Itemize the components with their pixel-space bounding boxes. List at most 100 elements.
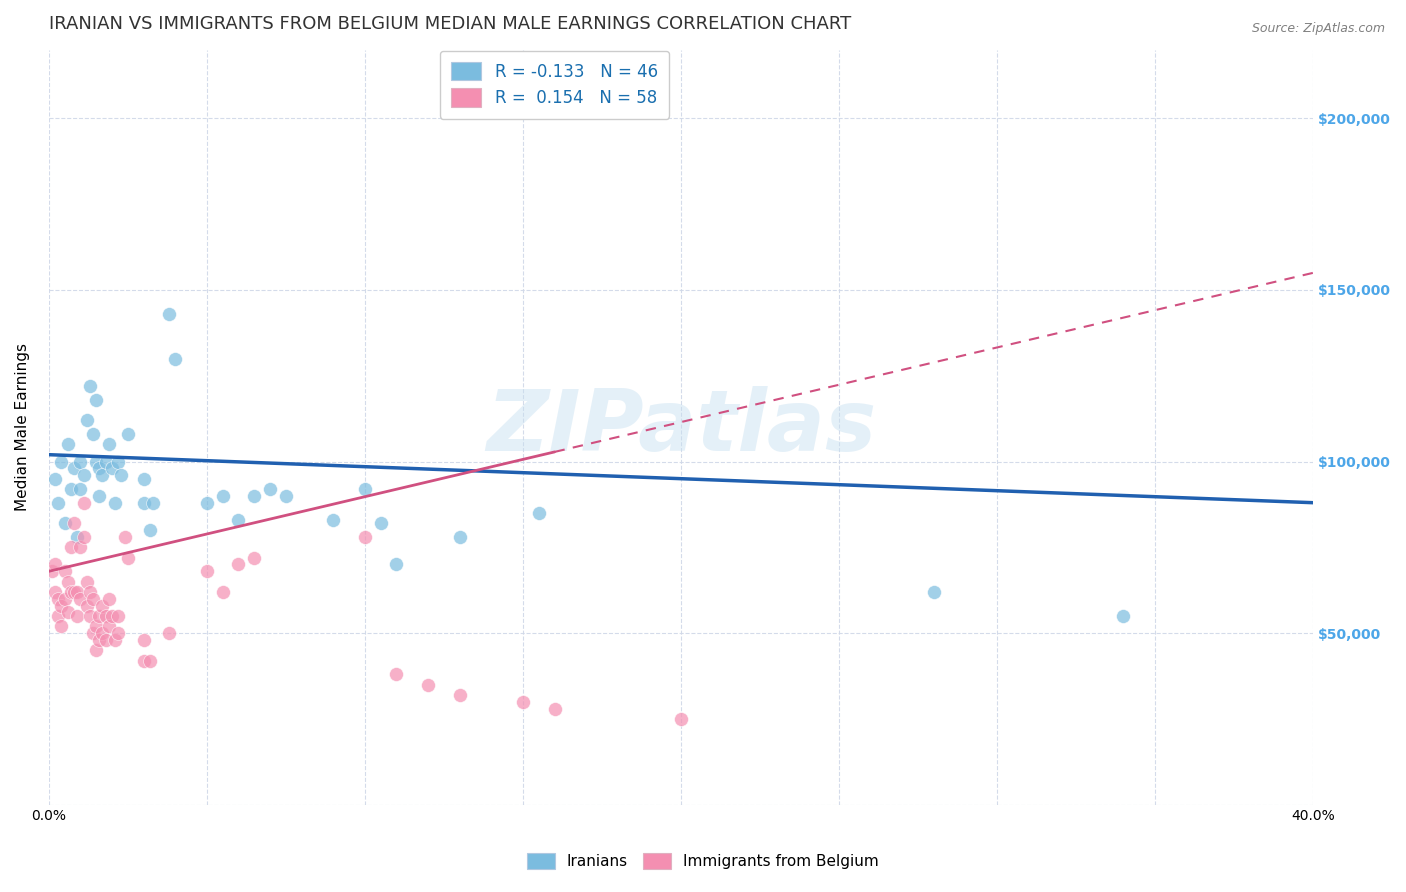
Point xyxy=(46,591,69,606)
Point xyxy=(1112,608,1135,623)
Point xyxy=(89,632,111,647)
Point xyxy=(66,530,89,544)
Point xyxy=(76,599,98,613)
Point xyxy=(53,564,76,578)
Point xyxy=(63,585,86,599)
Point xyxy=(142,496,165,510)
Point xyxy=(322,513,344,527)
Point xyxy=(82,591,104,606)
Point xyxy=(59,541,82,555)
Point xyxy=(51,619,73,633)
Point xyxy=(132,472,155,486)
Point xyxy=(63,516,86,531)
Point xyxy=(243,550,266,565)
Point xyxy=(53,591,76,606)
Point xyxy=(63,461,86,475)
Point xyxy=(89,608,111,623)
Point xyxy=(56,437,79,451)
Point xyxy=(107,454,129,468)
Point xyxy=(53,516,76,531)
Point xyxy=(82,626,104,640)
Point xyxy=(101,608,124,623)
Point xyxy=(669,712,692,726)
Point xyxy=(101,461,124,475)
Point xyxy=(97,591,120,606)
Point xyxy=(44,558,66,572)
Point xyxy=(69,591,91,606)
Point xyxy=(59,482,82,496)
Point xyxy=(66,585,89,599)
Point xyxy=(449,688,471,702)
Point xyxy=(76,574,98,589)
Point xyxy=(79,379,101,393)
Point xyxy=(385,667,408,681)
Legend: R = -0.133   N = 46, R =  0.154   N = 58: R = -0.133 N = 46, R = 0.154 N = 58 xyxy=(440,51,669,119)
Point xyxy=(139,523,162,537)
Point xyxy=(353,530,375,544)
Point xyxy=(922,585,945,599)
Point xyxy=(82,427,104,442)
Point xyxy=(72,530,94,544)
Point xyxy=(132,632,155,647)
Point xyxy=(76,413,98,427)
Point xyxy=(69,482,91,496)
Point xyxy=(243,489,266,503)
Point xyxy=(79,585,101,599)
Point xyxy=(449,530,471,544)
Point xyxy=(84,392,107,407)
Point xyxy=(110,468,132,483)
Point xyxy=(132,653,155,667)
Point xyxy=(94,632,117,647)
Text: Source: ZipAtlas.com: Source: ZipAtlas.com xyxy=(1251,22,1385,36)
Legend: Iranians, Immigrants from Belgium: Iranians, Immigrants from Belgium xyxy=(522,847,884,875)
Point xyxy=(211,489,233,503)
Point xyxy=(512,695,534,709)
Point xyxy=(84,619,107,633)
Point xyxy=(56,574,79,589)
Point xyxy=(195,496,218,510)
Point xyxy=(89,489,111,503)
Point xyxy=(94,608,117,623)
Point xyxy=(89,461,111,475)
Point xyxy=(79,608,101,623)
Point xyxy=(94,454,117,468)
Point xyxy=(104,632,127,647)
Point xyxy=(97,619,120,633)
Point xyxy=(157,307,180,321)
Point xyxy=(416,677,439,691)
Point xyxy=(165,351,187,366)
Point xyxy=(157,626,180,640)
Text: IRANIAN VS IMMIGRANTS FROM BELGIUM MEDIAN MALE EARNINGS CORRELATION CHART: IRANIAN VS IMMIGRANTS FROM BELGIUM MEDIA… xyxy=(49,15,851,33)
Point xyxy=(104,496,127,510)
Point xyxy=(91,599,114,613)
Point xyxy=(51,599,73,613)
Point xyxy=(44,585,66,599)
Point xyxy=(543,701,565,715)
Point xyxy=(527,506,550,520)
Point xyxy=(72,468,94,483)
Point xyxy=(274,489,297,503)
Point xyxy=(46,496,69,510)
Point xyxy=(114,530,136,544)
Text: ZIPatlas: ZIPatlas xyxy=(486,385,876,468)
Point xyxy=(46,608,69,623)
Point xyxy=(69,454,91,468)
Point xyxy=(195,564,218,578)
Point xyxy=(97,437,120,451)
Point xyxy=(84,454,107,468)
Point xyxy=(228,513,250,527)
Point xyxy=(107,626,129,640)
Point xyxy=(59,585,82,599)
Point xyxy=(211,585,233,599)
Point xyxy=(56,606,79,620)
Point xyxy=(132,496,155,510)
Point xyxy=(41,564,63,578)
Point xyxy=(91,468,114,483)
Point xyxy=(353,482,375,496)
Point xyxy=(107,608,129,623)
Point xyxy=(66,608,89,623)
Point xyxy=(228,558,250,572)
Point xyxy=(84,643,107,657)
Y-axis label: Median Male Earnings: Median Male Earnings xyxy=(15,343,30,511)
Point xyxy=(91,626,114,640)
